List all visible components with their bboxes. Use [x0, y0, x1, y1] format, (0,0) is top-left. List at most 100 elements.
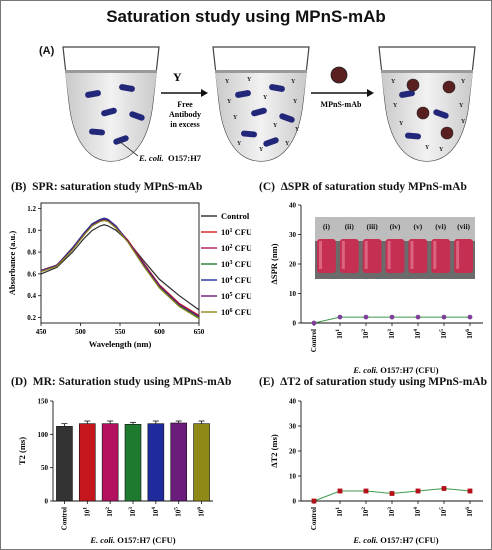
- x-tick-label-group: 104: [151, 507, 160, 517]
- panel-e-label: (E): [259, 376, 275, 388]
- svg-text:Y: Y: [459, 103, 464, 109]
- svg-text:Y: Y: [247, 77, 252, 83]
- x-tick-label: 104: [413, 507, 422, 517]
- panel-b-title-text: SPR: saturation study MPnS-mAb: [32, 181, 203, 193]
- x-tick-label: 103: [387, 507, 396, 517]
- x-tick-label: 450: [36, 328, 47, 336]
- panel-d-title: (D) MR: Saturation study using MPnS-mAb: [11, 376, 231, 388]
- y-tick-label: 0.4: [27, 292, 36, 300]
- vial-label-6: (vi): [435, 222, 446, 231]
- x-axis-label: E. coli. O157:H7 (CFU): [89, 535, 175, 545]
- svg-text:Y: Y: [391, 79, 396, 85]
- x-tick-label: 101: [82, 507, 91, 517]
- legend-entry-2: 101 CFU (ii): [221, 227, 251, 237]
- vial-highlight-1: [319, 241, 322, 269]
- delta-spr-point-7: [467, 314, 473, 320]
- svg-text:Y: Y: [393, 103, 398, 109]
- panel-e-title-text: ΔT2 of saturation study using MPnS-mAb: [280, 376, 487, 388]
- delta-t2-point-2: [337, 488, 343, 494]
- figure-title: Saturation study using MPnS-mAb: [106, 7, 386, 26]
- y-tick-label: 30: [289, 231, 297, 239]
- x-tick-label: 550: [115, 328, 126, 336]
- legend-entry-3: 102 CFU (iii): [221, 243, 251, 253]
- spectrum-line-1: [40, 224, 200, 311]
- delta-t2-point-4: [389, 491, 395, 496]
- svg-text:Y: Y: [461, 79, 466, 85]
- strain-label: O157:H7: [168, 153, 202, 163]
- x-tick-label-group: 102: [361, 329, 370, 339]
- x-tick-label-group: 106: [465, 507, 474, 517]
- plot-area: [40, 202, 200, 324]
- y-axis-label: T2 (ms): [17, 437, 27, 465]
- x-axis-label: Wavelength (nm): [89, 339, 152, 349]
- y-tick-label: 0.6: [27, 270, 36, 278]
- ecoli-pointer-line: [118, 140, 139, 157]
- x-tick-label: 104: [413, 329, 422, 339]
- delta-spr-point-1: [311, 320, 317, 326]
- arrow-add-mpns: MPnS-mAb: [311, 66, 374, 109]
- svg-text:Y: Y: [285, 141, 290, 147]
- vial-highlight-2: [341, 241, 345, 269]
- x-tick-label: 102: [361, 507, 370, 517]
- legend-entry-5: 104 CFU (v): [221, 275, 251, 285]
- x-tick-label-group: 101: [335, 507, 344, 517]
- ecoli-cells-tube-2: [235, 84, 295, 147]
- vial-highlight-4: [387, 241, 391, 269]
- vial-highlight-3: [364, 241, 368, 269]
- spectrum-line-6: [40, 218, 200, 318]
- delta-t2-point-7: [467, 488, 473, 494]
- spr-spectra-chart: 0.2 0.4 0.6 0.8 1.0 1.2 450 500 550 600 650 Wavelen…: [7, 202, 251, 349]
- x-tick-label-group: 106: [465, 329, 474, 339]
- vial-label-3: (iii): [367, 222, 379, 231]
- x-tick-label: 105: [174, 507, 183, 517]
- x-tick-label: 650: [194, 328, 205, 336]
- x-tick-label-group: Control: [310, 507, 318, 530]
- mpns-particle-icon: [330, 66, 348, 84]
- x-tick-label-group: 105: [439, 329, 448, 339]
- vial-photo-background: [315, 217, 475, 241]
- y-tick-label: 1.2: [27, 205, 36, 213]
- panel-d-label: (D): [11, 376, 27, 388]
- svg-text:Y: Y: [461, 119, 466, 125]
- vial-label-5: (v): [413, 222, 422, 231]
- spectrum-line-7: [40, 219, 200, 320]
- panel-c-title-text: ΔSPR of saturation study MPnS-mAb: [280, 181, 467, 193]
- y-tick-label: 20: [289, 261, 297, 269]
- y-tick-label: 10: [289, 290, 297, 298]
- y-tick-label: 20: [289, 448, 297, 456]
- panel-c-title: (C) ΔSPR of saturation study MPnS-mAb: [259, 181, 467, 193]
- delta-spr-point-5: [415, 314, 421, 320]
- y-axis-label: ΔSPR (nm): [269, 243, 279, 284]
- y-tick-label: 0: [293, 498, 297, 506]
- vial-highlight-6: [433, 241, 437, 269]
- bar-7: [193, 423, 210, 502]
- x-tick-label-group: 102: [105, 507, 114, 517]
- y-tick-label: 0.8: [27, 249, 36, 257]
- x-axis-label: E. coli. O157:H7 (CFU): [352, 535, 438, 545]
- mpns-particles-tube-3: [406, 78, 456, 140]
- svg-text:Y: Y: [227, 99, 232, 105]
- x-tick-label-group: 101: [335, 329, 344, 339]
- svg-text:Y: Y: [259, 147, 264, 153]
- bar-5: [147, 423, 165, 502]
- x-tick-label: 106: [465, 507, 474, 517]
- x-tick-label-group: 102: [361, 507, 370, 517]
- y-axis-label: ΔT2 (ms): [269, 434, 279, 468]
- x-tick-label: 102: [105, 507, 114, 517]
- svg-text:Y: Y: [237, 141, 242, 147]
- panel-d-title-text: MR: Saturation study using MPnS-mAb: [32, 376, 232, 388]
- svg-text:Y: Y: [399, 121, 404, 127]
- ecoli-cells-tube-3: [399, 90, 449, 140]
- x-tick-label: Control: [60, 507, 68, 530]
- delta-spr-point-2: [337, 314, 343, 320]
- ecoli-label: E. coli.: [138, 153, 164, 163]
- svg-text:Y: Y: [225, 79, 230, 85]
- bar-3: [101, 423, 119, 502]
- arrow-add-antibody: Y Free Antibody in excess: [161, 70, 208, 129]
- svg-text:Y: Y: [293, 99, 298, 105]
- vial-highlight-7: [456, 241, 460, 269]
- delta-spr-chart: 0 10 20 30 40 Control 101 102 103 104 105 106 ΔSPR (…: [269, 202, 483, 375]
- x-tick-label-group: Control: [60, 507, 68, 530]
- panel-b-label: (B): [11, 181, 27, 193]
- bar-6: [170, 422, 188, 502]
